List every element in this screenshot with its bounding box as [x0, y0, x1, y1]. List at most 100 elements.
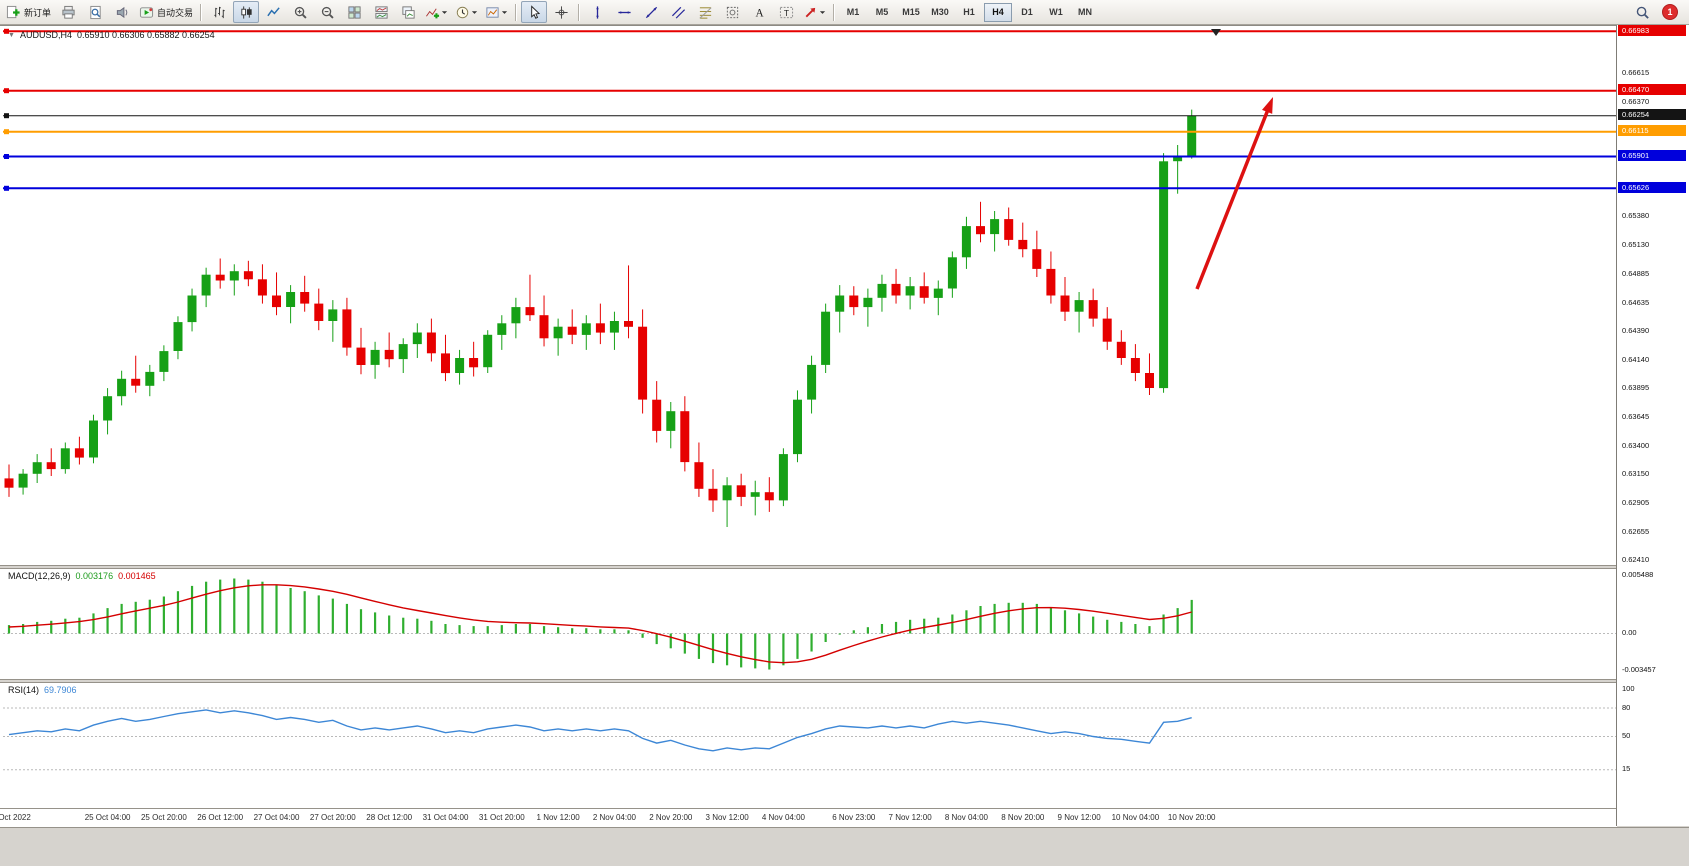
time-axis-label: 25 Oct 04:00 [84, 813, 131, 822]
print-button[interactable] [55, 1, 81, 23]
clock-icon [455, 5, 470, 20]
price-chart-pane[interactable]: ▼ AUDUSD,H4 0.65910 0.66306 0.65882 0.66… [3, 27, 1617, 564]
search-button[interactable] [1629, 1, 1655, 23]
timeframe-M1[interactable]: M1 [846, 7, 860, 17]
price-scale[interactable]: 0.66615 0.66370 0.65380 0.65130 0.64885 0.646… [1616, 25, 1689, 826]
chart-bars-icon [212, 5, 227, 20]
candlestick-chart-button[interactable] [233, 1, 260, 23]
price-axis-label: 0.63150 [1622, 469, 1650, 479]
chart-window: ▼ AUDUSD,H4 0.65910 0.66306 0.65882 0.66… [0, 25, 1617, 828]
price-line-label-0.66254: 0.66254 [1618, 109, 1686, 121]
zoom-out-icon [320, 5, 335, 20]
toolbar-separator [200, 3, 203, 21]
speaker-icon [115, 5, 130, 20]
horizontal-line-button[interactable] [611, 1, 637, 23]
periods-button[interactable] [452, 1, 481, 23]
time-axis-label: 31 Oct 20:00 [478, 813, 525, 822]
bar-chart-button[interactable] [206, 1, 232, 23]
fibo-icon [698, 5, 713, 20]
collapse-arrow-icon[interactable]: ▼ [8, 31, 15, 39]
timeframe-M15[interactable]: M15 [902, 7, 920, 17]
fibonacci-button[interactable] [692, 1, 718, 23]
chart-ohlc-header: ▼ AUDUSD,H4 0.65910 0.66306 0.65882 0.66… [8, 30, 215, 40]
rsi-title: RSI(14) [8, 685, 40, 695]
rsi-indicator-canvas[interactable] [3, 683, 1617, 808]
notification-badge[interactable]: 1 [1662, 4, 1678, 20]
channel-icon [671, 5, 686, 20]
indicators-button[interactable] [422, 1, 451, 23]
template-icon [485, 5, 500, 20]
rsi-pane[interactable]: RSI(14) 69.7906 [3, 683, 1617, 808]
rsi-axis-label: 15 [1622, 764, 1631, 774]
hline-handle[interactable] [4, 185, 9, 191]
new-order-button[interactable]: 新订单 [3, 1, 54, 23]
trend-arrow-annotation[interactable] [1195, 97, 1273, 290]
price-line-label-0.65901: 0.65901 [1618, 150, 1686, 161]
rsi-label: RSI(14) 69.7906 [8, 685, 77, 695]
macd-title: MACD(12,26,9) [8, 571, 71, 581]
text-label-button[interactable]: T [773, 1, 799, 23]
chart-shift-marker-icon[interactable] [1211, 29, 1221, 36]
time-axis-label: 28 Oct 12:00 [366, 813, 413, 822]
cascade-windows-button[interactable] [395, 1, 421, 23]
print-preview-button[interactable] [82, 1, 108, 23]
pane-divider-rsi[interactable] [0, 679, 1617, 683]
time-axis-label: 31 Oct 04:00 [422, 813, 469, 822]
timeframe-M5[interactable]: M5 [875, 7, 889, 17]
pane-divider-macd[interactable] [0, 565, 1617, 569]
zoom-out-button[interactable] [314, 1, 340, 23]
price-chart-canvas[interactable] [3, 27, 1617, 564]
chevron-down-icon [441, 9, 448, 16]
text-button[interactable]: A [746, 1, 772, 23]
price-axis-label: 0.63645 [1622, 412, 1650, 422]
doc-plus-icon [6, 5, 21, 20]
time-scale[interactable]: 24 Oct 2022 25 Oct 04:00 25 Oct 20:00 26 Oc… [0, 808, 1617, 828]
cursor-button[interactable] [521, 1, 548, 23]
timeframe-M30[interactable]: M30 [931, 7, 949, 17]
timeframe-MN[interactable]: MN [1078, 7, 1093, 17]
timeframe-D1[interactable]: D1 [1021, 7, 1033, 17]
arrange-windows-button[interactable] [368, 1, 394, 23]
hline-handle[interactable] [4, 129, 9, 135]
macd-pane[interactable]: MACD(12,26,9) 0.003176 0.001465 [3, 569, 1617, 679]
main-toolbar: 新订单 自动交易 A T M1 M5 M15 M30 H1 H4 D1 W1 MN 1 [0, 0, 1689, 25]
arrow-mark-icon [803, 5, 818, 20]
price-axis-label: 0.66370 [1622, 96, 1650, 106]
time-axis-label: 4 Nov 04:00 [761, 813, 805, 822]
price-axis-label: 0.64885 [1622, 268, 1650, 278]
crosshair-button[interactable] [548, 1, 574, 23]
channel-button[interactable] [665, 1, 691, 23]
price-axis-label: 0.63895 [1622, 383, 1650, 393]
hline-handle[interactable] [4, 113, 9, 119]
shapes-button[interactable] [719, 1, 745, 23]
price-line-label-0.66115: 0.66115 [1618, 125, 1686, 137]
hline-handle[interactable] [4, 28, 9, 34]
macd-indicator-canvas[interactable] [3, 569, 1617, 679]
vertical-line-button[interactable] [584, 1, 610, 23]
price-line-label-0.66470: 0.66470 [1618, 84, 1686, 96]
tile-windows-button[interactable] [341, 1, 367, 23]
trendline-button[interactable] [638, 1, 664, 23]
hline-handle[interactable] [4, 154, 9, 159]
auto-trading-button[interactable]: 自动交易 [136, 1, 196, 23]
alerts-button[interactable] [109, 1, 135, 23]
price-axis-label: 0.64390 [1622, 325, 1650, 335]
rsi-line [8, 709, 1192, 752]
label-t-icon: T [779, 5, 794, 20]
templates-button[interactable] [482, 1, 511, 23]
crosshair-icon [554, 5, 569, 20]
time-axis-label: 26 Oct 12:00 [197, 813, 244, 822]
horizontal-lines [3, 28, 1617, 191]
arrows-button[interactable] [800, 1, 829, 23]
new-order-button-label: 新订单 [24, 7, 52, 18]
auto-trading-button-label: 自动交易 [157, 7, 194, 18]
toolbar-separator [578, 3, 581, 21]
time-axis-label: 2 Nov 20:00 [649, 813, 693, 822]
timeframe-W1[interactable]: W1 [1049, 7, 1063, 17]
zoom-in-button[interactable] [287, 1, 313, 23]
chart-symbol: AUDUSD,H4 [19, 30, 72, 40]
timeframe-H1[interactable]: H1 [963, 7, 975, 17]
line-chart-button[interactable] [260, 1, 286, 23]
timeframe-H4[interactable]: H4 [984, 2, 1013, 22]
hline-handle[interactable] [4, 88, 9, 94]
